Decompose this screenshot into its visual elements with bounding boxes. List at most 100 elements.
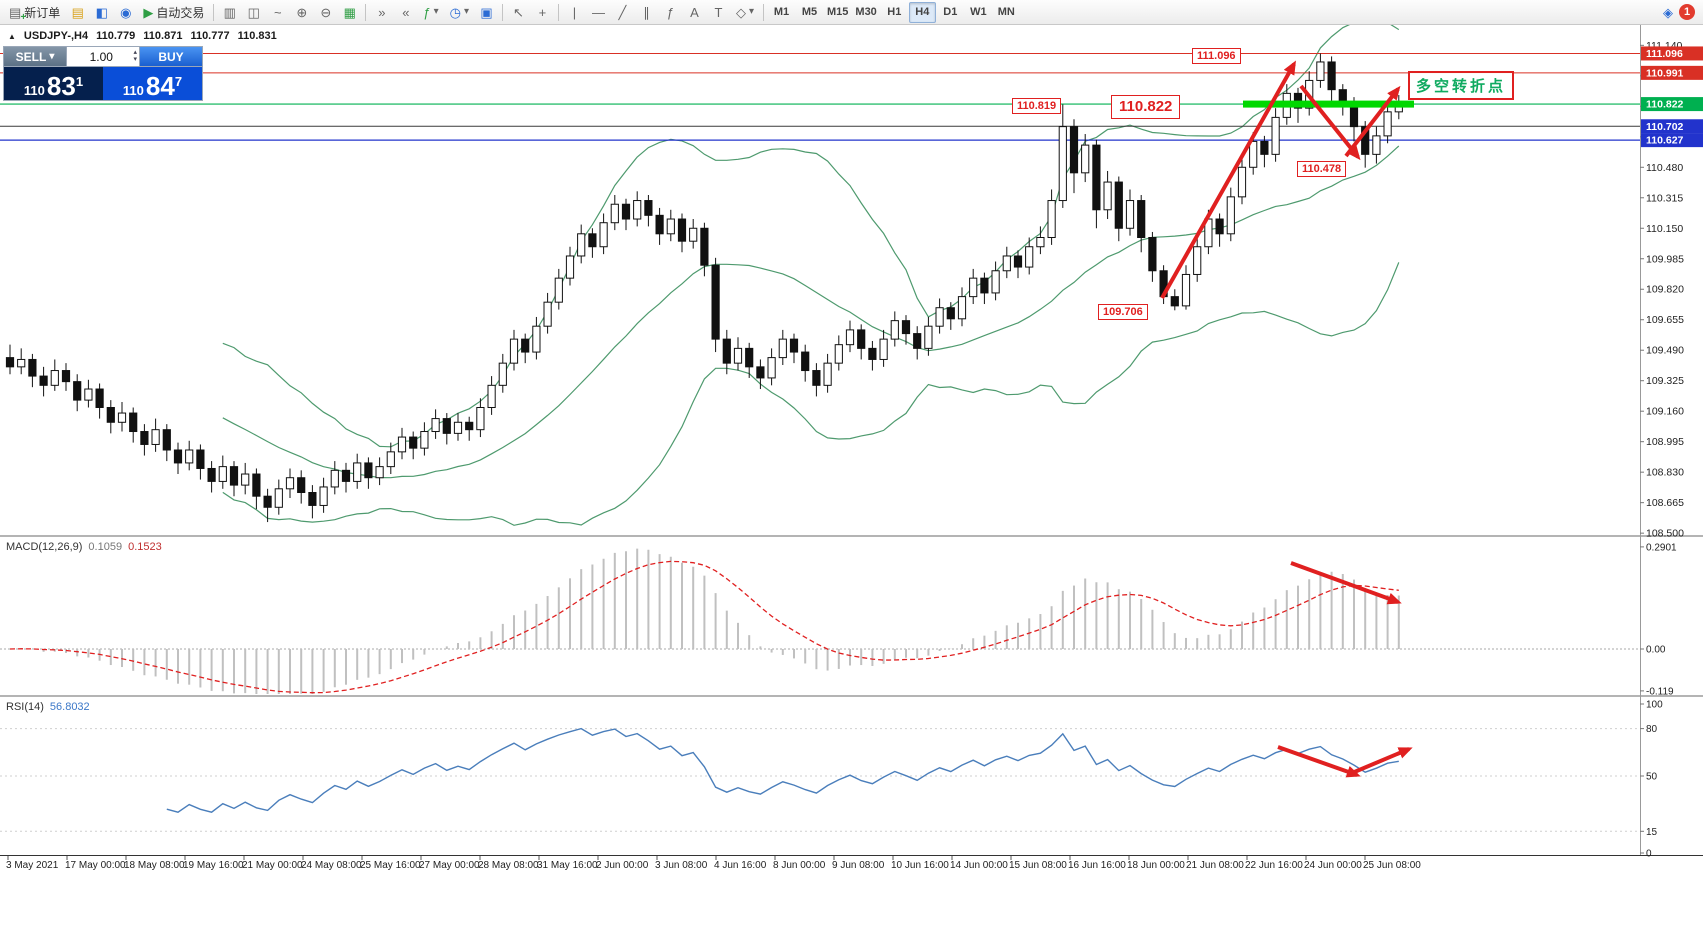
sell-price[interactable]: 110 83 1 bbox=[4, 67, 103, 100]
trade-panel-prices: 110 83 1 110 84 7 bbox=[4, 67, 202, 100]
line-chart-button[interactable]: ~ bbox=[266, 2, 289, 23]
svg-text:16 Jun 16:00: 16 Jun 16:00 bbox=[1068, 860, 1126, 871]
svg-text:110.991: 110.991 bbox=[1646, 67, 1684, 79]
support-band[interactable] bbox=[1243, 100, 1414, 108]
arrows-tool-button[interactable]: ◇ ▾ bbox=[731, 2, 759, 23]
sell-button[interactable]: SELL ▾ bbox=[4, 47, 66, 66]
svg-text:31 May 16:00: 31 May 16:00 bbox=[537, 860, 598, 871]
toolbar-separator bbox=[365, 3, 367, 21]
price-annotation-label: 111.096 bbox=[1192, 48, 1241, 65]
timeframe-M1[interactable]: M1 bbox=[768, 2, 795, 23]
lot-spinner[interactable]: ▴ ▾ bbox=[133, 49, 137, 63]
crosshair-button[interactable]: + bbox=[531, 2, 554, 23]
zoom-out-icon: ⊖ bbox=[320, 4, 332, 20]
services-icon[interactable]: ◈ bbox=[1663, 4, 1673, 20]
ohlc-low: 110.777 bbox=[190, 30, 230, 42]
lot-spin-down-icon[interactable]: ▾ bbox=[133, 55, 137, 63]
timeframe-H1[interactable]: H1 bbox=[881, 2, 908, 23]
horizontal-line-button[interactable]: — bbox=[587, 2, 610, 23]
chart-shift-icon: « bbox=[402, 4, 410, 20]
price-annotation-label: 109.706 bbox=[1098, 304, 1148, 321]
macd-name: MACD(12,26,9) bbox=[6, 541, 83, 553]
timeframe-M5[interactable]: M5 bbox=[796, 2, 823, 23]
svg-text:27 May 00:00: 27 May 00:00 bbox=[419, 860, 480, 871]
timeframe-D1[interactable]: D1 bbox=[937, 2, 964, 23]
trendline-button[interactable]: ╱ bbox=[611, 2, 634, 23]
auto-scroll-button[interactable]: » bbox=[370, 2, 393, 23]
new-order-button[interactable]: ▤ + 新订单 bbox=[4, 2, 65, 23]
bar-chart-button[interactable]: ▥ bbox=[218, 2, 241, 23]
buy-button[interactable]: BUY bbox=[140, 47, 202, 66]
svg-text:21 May 00:00: 21 May 00:00 bbox=[242, 860, 303, 871]
indicators-button[interactable]: ƒ ▾ bbox=[418, 2, 443, 23]
svg-text:24 May 08:00: 24 May 08:00 bbox=[301, 860, 362, 871]
autotrade-button[interactable]: ▶ 自动交易 bbox=[138, 2, 209, 23]
svg-text:80: 80 bbox=[1646, 724, 1658, 735]
zoom-in-icon: ⊕ bbox=[296, 4, 308, 20]
dropdown-icon: ▾ bbox=[748, 6, 754, 17]
buy-price[interactable]: 110 84 7 bbox=[103, 67, 202, 100]
dropdown-icon: ▾ bbox=[433, 6, 439, 17]
fibonacci-button[interactable]: ƒ bbox=[659, 2, 682, 23]
new-order-icon: ▤ + bbox=[9, 4, 27, 23]
channel-button[interactable]: ∥ bbox=[635, 2, 658, 23]
candlestick-chart-icon: ◫ bbox=[247, 4, 260, 20]
chart-shift-button[interactable]: « bbox=[394, 2, 417, 23]
svg-text:18 Jun 00:00: 18 Jun 00:00 bbox=[1127, 860, 1185, 871]
tile-windows-button[interactable]: ▦ bbox=[338, 2, 361, 23]
svg-text:109.820: 109.820 bbox=[1646, 284, 1684, 296]
vertical-line-button[interactable]: | bbox=[563, 2, 586, 23]
bar-chart-icon: ▥ bbox=[223, 4, 236, 20]
candlestick-chart-button[interactable]: ◫ bbox=[242, 2, 265, 23]
svg-text:110.822: 110.822 bbox=[1646, 99, 1684, 111]
rsi-line bbox=[166, 727, 1399, 813]
cursor-button[interactable]: ↖ bbox=[507, 2, 530, 23]
market-depth-button[interactable]: ▤ bbox=[66, 2, 89, 23]
dropdown-icon: ▾ bbox=[463, 6, 469, 17]
community-button[interactable]: ◉ bbox=[114, 2, 137, 23]
toolbar-separator bbox=[557, 3, 559, 21]
chat-icon: ◧ bbox=[95, 4, 108, 20]
bollinger-bands bbox=[222, 19, 1400, 526]
chat-button[interactable]: ◧ bbox=[90, 2, 113, 23]
periods-button[interactable]: ◷ ▾ bbox=[445, 2, 474, 23]
timeframe-M15[interactable]: M15 bbox=[824, 2, 851, 23]
label-tool-button[interactable]: T bbox=[707, 2, 730, 23]
price-axis-badge bbox=[1641, 97, 1703, 112]
svg-text:108.500: 108.500 bbox=[1646, 528, 1684, 540]
trendline-icon: ╱ bbox=[618, 4, 627, 20]
price-annotation-label: 110.822 bbox=[1111, 95, 1181, 119]
lot-spin-up-icon[interactable]: ▴ bbox=[133, 49, 137, 57]
svg-text:108.830: 108.830 bbox=[1646, 467, 1684, 479]
indicators-icon: ƒ bbox=[423, 4, 431, 20]
svg-text:109.490: 109.490 bbox=[1646, 345, 1684, 357]
snapshot-button[interactable]: ▣ bbox=[475, 2, 498, 23]
svg-text:22 Jun 16:00: 22 Jun 16:00 bbox=[1245, 860, 1303, 871]
timeframe-M30[interactable]: M30 bbox=[852, 2, 879, 23]
price-axis-badge bbox=[1641, 65, 1703, 80]
price-axis-badge bbox=[1641, 119, 1703, 134]
svg-text:24 Jun 00:00: 24 Jun 00:00 bbox=[1304, 860, 1362, 871]
lot-size-input[interactable] bbox=[69, 49, 134, 64]
notification-badge[interactable]: 1 bbox=[1679, 4, 1695, 20]
timeframe-H4[interactable]: H4 bbox=[908, 1, 936, 23]
buy-price-figure: 110 bbox=[122, 83, 144, 98]
buy-label: BUY bbox=[158, 49, 184, 64]
macd-value-main: 0.1059 bbox=[88, 541, 123, 553]
buy-price-pip: 7 bbox=[174, 74, 183, 89]
sell-price-figure: 110 bbox=[23, 83, 45, 98]
fibonacci-icon: ƒ bbox=[666, 4, 675, 20]
timeframe-W1[interactable]: W1 bbox=[965, 2, 992, 23]
svg-text:25 May 16:00: 25 May 16:00 bbox=[360, 860, 421, 871]
sell-price-pip: 1 bbox=[75, 74, 84, 89]
zoom-out-button[interactable]: ⊖ bbox=[314, 2, 337, 23]
svg-text:0.2901: 0.2901 bbox=[1646, 542, 1677, 553]
zoom-in-button[interactable]: ⊕ bbox=[290, 2, 313, 23]
text-tool-button[interactable]: A bbox=[683, 2, 706, 23]
market-depth-icon: ▤ bbox=[71, 4, 84, 20]
svg-text:28 May 08:00: 28 May 08:00 bbox=[478, 860, 539, 871]
timeframe-MN[interactable]: MN bbox=[993, 2, 1020, 23]
candlesticks bbox=[5, 53, 1403, 523]
